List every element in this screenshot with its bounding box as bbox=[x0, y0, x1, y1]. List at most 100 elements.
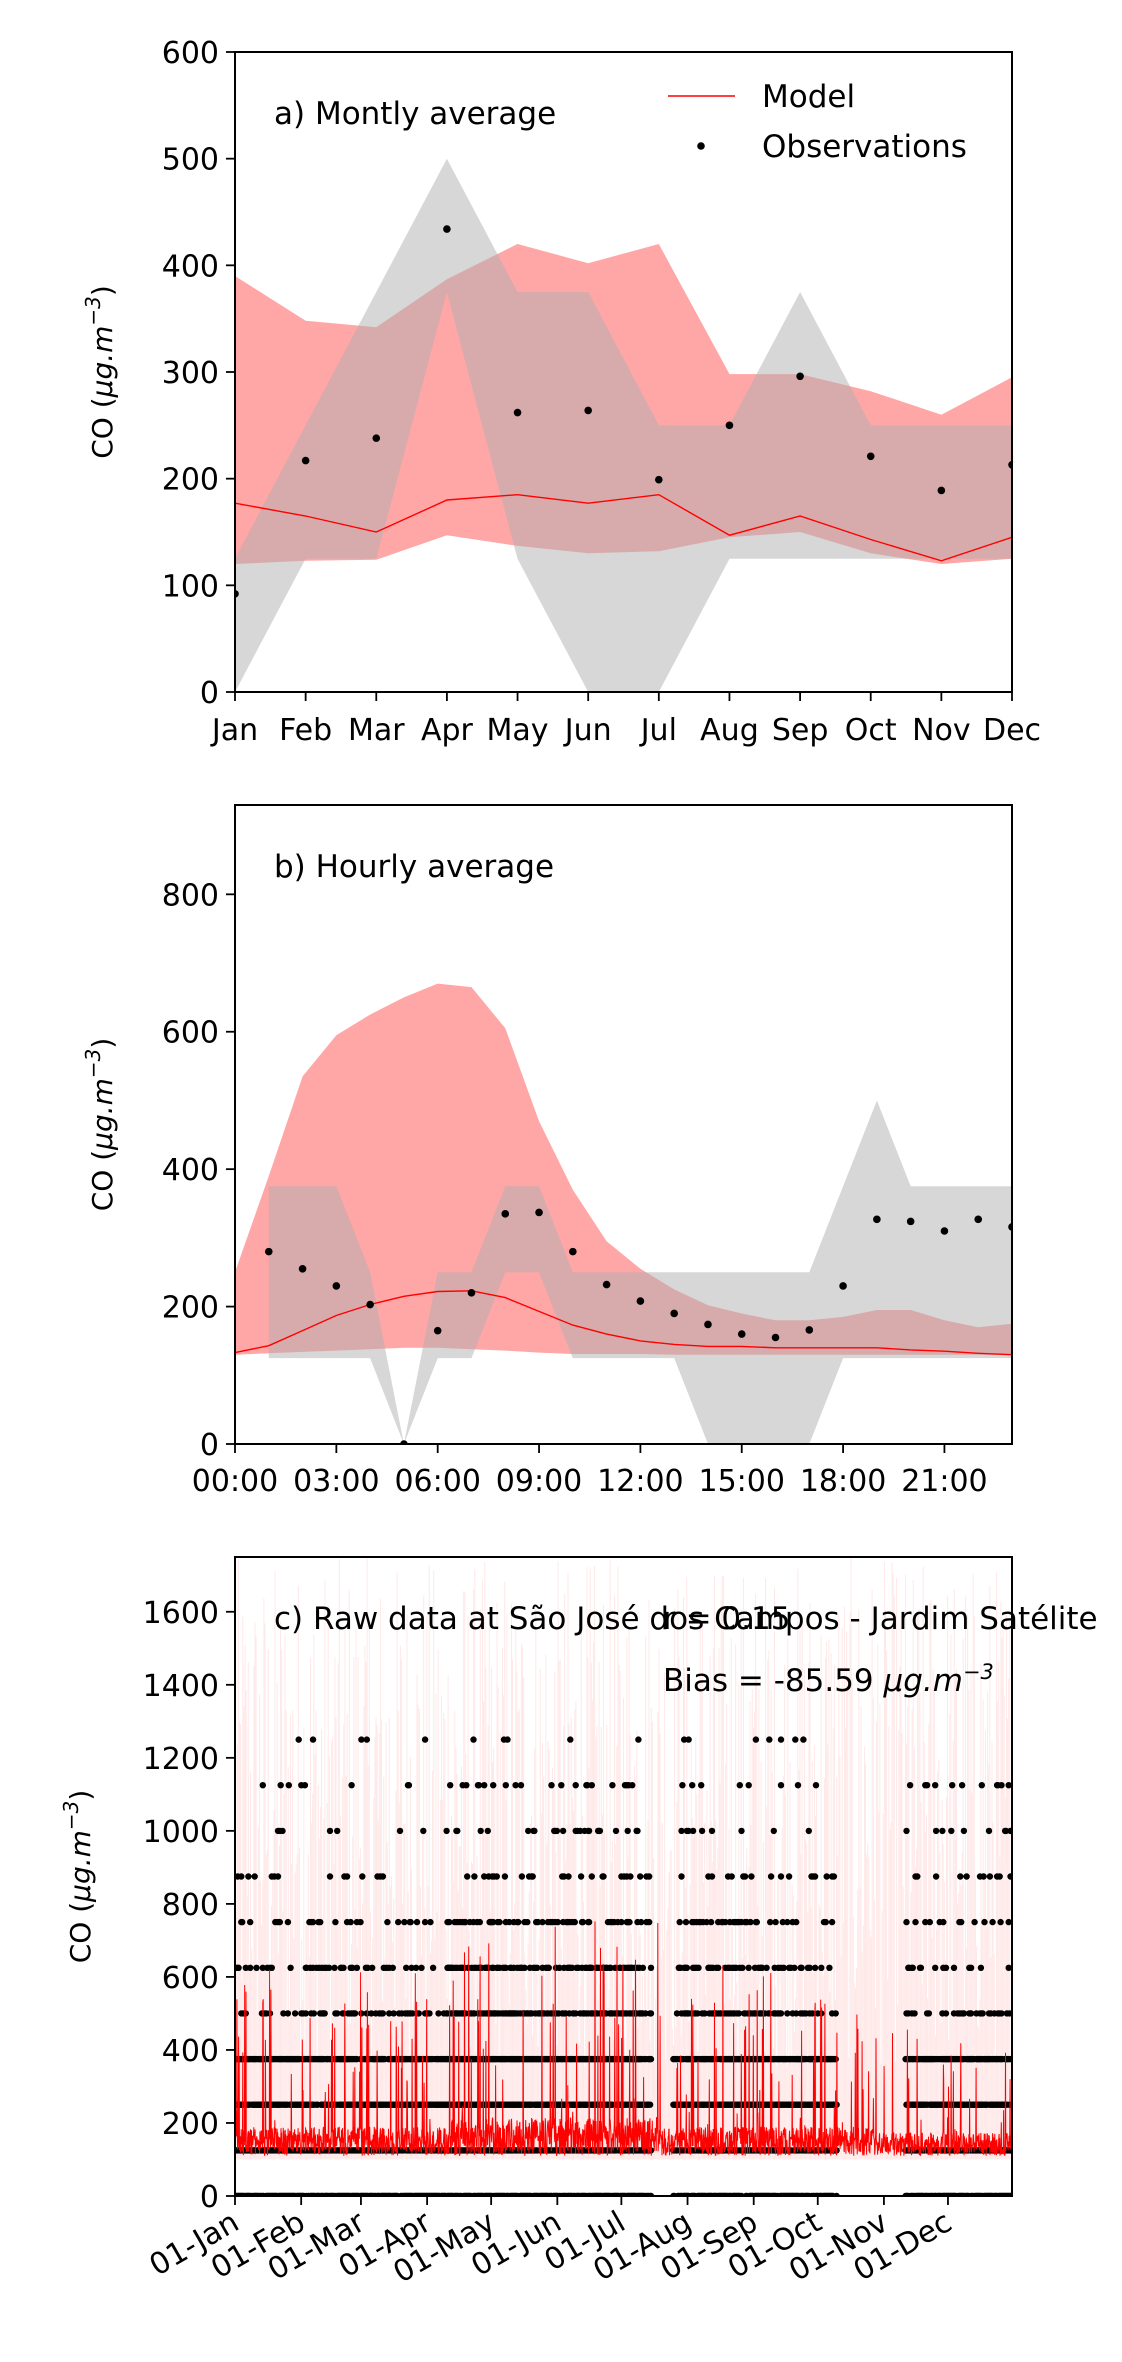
y-tick-label: 500 bbox=[162, 143, 219, 178]
observation-point bbox=[636, 1297, 645, 1305]
observation-point bbox=[681, 1736, 688, 1743]
observation-point bbox=[558, 1782, 565, 1789]
observation-point bbox=[745, 1782, 752, 1789]
observation-point bbox=[259, 1782, 266, 1789]
observation-point bbox=[809, 2010, 816, 2017]
observation-point bbox=[285, 1782, 292, 1789]
observation-point bbox=[287, 1964, 294, 1972]
observation-point bbox=[830, 1873, 838, 1880]
y-tick-label: 0 bbox=[200, 1428, 219, 1463]
observation-point bbox=[678, 1827, 685, 1835]
y-tick-label: 1400 bbox=[143, 1669, 219, 1704]
panel-label: b) Hourly average bbox=[274, 849, 554, 885]
observation-point bbox=[579, 1918, 587, 1926]
observation-point bbox=[958, 1782, 966, 1789]
observation-point bbox=[647, 2055, 655, 2063]
observation-point bbox=[462, 1918, 469, 1926]
observation-point bbox=[242, 1964, 249, 1972]
observation-point bbox=[524, 1918, 531, 1926]
observation-point bbox=[560, 1873, 568, 1880]
observation-point bbox=[470, 1736, 477, 1743]
observation-point bbox=[596, 1827, 604, 1835]
observation-point bbox=[501, 1210, 510, 1218]
observation-point bbox=[421, 1736, 429, 1743]
observation-point bbox=[291, 2010, 299, 2017]
observation-point bbox=[421, 1918, 429, 1926]
observation-point bbox=[932, 1827, 940, 1835]
observation-point bbox=[793, 1918, 800, 1926]
observation-point bbox=[805, 1827, 812, 1835]
x-tick-label: 15:00 bbox=[699, 1464, 785, 1499]
bias-text: Bias = -85.59 μg.m−3 bbox=[663, 1660, 994, 1699]
observation-point bbox=[826, 1964, 833, 1972]
observation-point bbox=[695, 1964, 702, 1972]
observation-point bbox=[978, 1782, 985, 1789]
observation-point bbox=[780, 1964, 787, 1972]
observation-point bbox=[435, 2010, 442, 2017]
y-tick-label: 300 bbox=[162, 356, 219, 391]
observation-point bbox=[264, 1247, 273, 1256]
observation-point bbox=[247, 1964, 254, 1972]
x-tick-label: Mar bbox=[348, 713, 405, 748]
observation-point bbox=[967, 1964, 975, 1972]
panel-a-monthly-average: 0 100 200 300 400 500 600 Jan Feb Mar Apr May Jun Jul… bbox=[81, 36, 1041, 748]
observation-point bbox=[646, 1918, 653, 1926]
observation-point bbox=[791, 1964, 798, 1972]
plot-area bbox=[235, 1558, 1012, 2196]
observation-point bbox=[637, 1918, 645, 1926]
observation-point bbox=[571, 1918, 578, 1926]
observation-point bbox=[940, 1227, 949, 1235]
observation-point bbox=[496, 1918, 503, 1926]
observation-point bbox=[502, 1964, 509, 1972]
observation-point bbox=[368, 2010, 375, 2017]
observation-point bbox=[678, 1873, 685, 1880]
observation-point bbox=[353, 1964, 361, 1972]
observation-point bbox=[670, 1309, 678, 1318]
x-tick-label: Jul bbox=[639, 713, 677, 748]
observation-point bbox=[484, 1827, 491, 1835]
observation-point bbox=[806, 1964, 813, 1972]
observation-point bbox=[777, 1736, 785, 1743]
observation-point bbox=[301, 1782, 309, 1789]
y-tick-label: 800 bbox=[162, 1888, 219, 1923]
observation-point bbox=[629, 1782, 636, 1789]
observation-point bbox=[737, 1330, 746, 1338]
observation-point bbox=[340, 1964, 347, 1972]
observation-point bbox=[531, 1827, 538, 1835]
observation-point bbox=[420, 1827, 427, 1835]
observation-point bbox=[736, 1782, 743, 1789]
observation-point bbox=[785, 1873, 793, 1880]
x-tick-label: Sep bbox=[772, 713, 829, 748]
observation-point bbox=[971, 1918, 978, 1926]
model-mean-line bbox=[235, 1290, 1012, 1356]
observation-point bbox=[585, 1918, 593, 1926]
observation-point bbox=[828, 1918, 836, 1926]
observation-point bbox=[433, 1326, 442, 1335]
observation-point bbox=[568, 1964, 576, 1972]
observation-point bbox=[903, 1918, 910, 1926]
y-tick-label: 400 bbox=[162, 2034, 219, 2069]
y-tick-label: 600 bbox=[162, 36, 219, 71]
y-tick-label: 400 bbox=[162, 1153, 219, 1188]
observation-point bbox=[647, 1964, 655, 1972]
y-tick-label: 200 bbox=[162, 1291, 219, 1326]
observation-point bbox=[618, 1918, 625, 1926]
observation-point bbox=[963, 1873, 970, 1880]
observation-point bbox=[748, 1873, 755, 1880]
observation-point bbox=[708, 1873, 716, 1880]
observation-point bbox=[332, 1918, 339, 1926]
observation-point bbox=[395, 1918, 402, 1926]
observation-point bbox=[873, 1215, 881, 1224]
observation-point bbox=[565, 1873, 572, 1880]
observation-point bbox=[253, 1964, 260, 1972]
observation-point bbox=[942, 1964, 950, 1972]
observation-point bbox=[384, 1918, 391, 1926]
observation-point bbox=[310, 2010, 318, 2017]
observation-point bbox=[932, 1782, 939, 1789]
y-tick-label: 0 bbox=[200, 676, 219, 711]
y-tick-label: 100 bbox=[162, 569, 219, 604]
observation-point bbox=[612, 1827, 620, 1835]
bias-unit-exponent: −3 bbox=[963, 1660, 994, 1684]
observation-point bbox=[600, 1873, 607, 1880]
